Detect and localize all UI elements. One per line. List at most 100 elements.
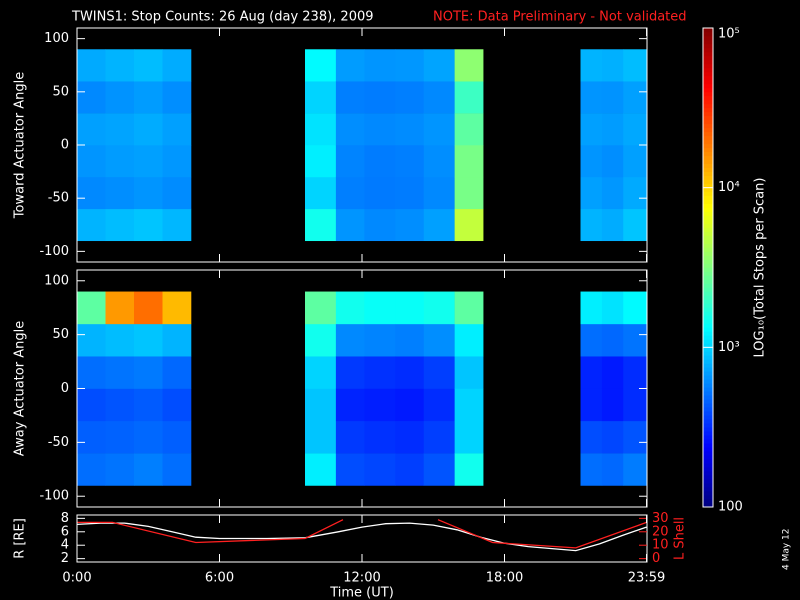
heatmap-cell: [77, 81, 106, 114]
colorbar-swatch: [703, 39, 713, 45]
colorbar-swatch: [703, 223, 713, 228]
colorbar-swatch: [703, 311, 713, 316]
heatmap-cell: [105, 81, 135, 114]
heatmap-cell: [601, 291, 624, 325]
heatmap-cell: [77, 323, 106, 357]
heatmap-cell: [580, 453, 603, 486]
heatmap-cell: [423, 176, 455, 210]
colorbar-swatch: [703, 143, 713, 149]
heatmap-cell: [134, 388, 163, 422]
heatmap-cell: [454, 323, 484, 357]
colorbar-swatch: [703, 343, 713, 348]
heatmap-cell: [162, 356, 192, 389]
note: NOTE: Data Preliminary - Not validated: [433, 10, 687, 25]
heatmap-cell: [580, 388, 603, 422]
heatmap-cell: [601, 356, 624, 389]
colorbar-swatch: [703, 458, 713, 464]
colorbar-swatch: [703, 51, 713, 57]
heatmap-cell: [580, 420, 603, 454]
heatmap-cell: [601, 145, 624, 178]
colorbar-swatch: [703, 438, 713, 444]
colorbar-swatch: [703, 215, 713, 220]
heatmap-cell: [305, 113, 337, 146]
heatmap-cell: [105, 176, 135, 210]
colorbar-swatch: [703, 167, 713, 172]
heatmap-cell: [77, 453, 106, 486]
heatmap-cell: [305, 49, 337, 82]
heatmap-cell: [364, 291, 396, 325]
heatmap-cell: [364, 81, 396, 114]
heatmap-cell: [364, 176, 396, 210]
colorbar-swatch: [703, 207, 713, 212]
y-axis-label: Away Actuator Angle: [13, 321, 28, 456]
colorbar-swatch: [703, 287, 713, 292]
colorbar-swatch: [703, 494, 713, 500]
colorbar-swatch: [703, 227, 713, 232]
heatmap-cell: [395, 420, 425, 454]
heatmap-cell: [423, 453, 455, 486]
y-tick-label: 0: [61, 381, 69, 396]
heatmap-cell: [623, 291, 647, 325]
heatmap-cell: [162, 388, 192, 422]
heatmap-cell: [335, 388, 365, 422]
heatmap-cell: [580, 356, 603, 389]
y-tick-label: 0: [61, 138, 69, 153]
heatmap-cell: [601, 208, 624, 242]
colorbar-swatch: [703, 79, 713, 85]
colorbar-swatch: [703, 319, 713, 324]
heatmap-cell: [134, 356, 163, 389]
heatmap-cell: [454, 388, 484, 422]
heatmap-cell: [305, 176, 337, 210]
colorbar-swatch: [703, 131, 713, 137]
heatmap-cell: [623, 49, 647, 82]
colorbar-swatch: [703, 442, 713, 448]
heatmap-cell: [77, 49, 106, 82]
heatmap-cell: [395, 208, 425, 242]
heatmap-cell: [162, 453, 192, 486]
heatmap-cell: [77, 208, 106, 242]
x-tick-label: 23:59: [628, 571, 665, 586]
heatmap-cell: [305, 388, 337, 422]
colorbar-swatch: [703, 331, 713, 336]
heatmap-cell: [105, 145, 135, 178]
colorbar-swatch: [703, 406, 713, 412]
heatmap-cell: [395, 291, 425, 325]
colorbar-swatch: [703, 183, 713, 188]
y2-tick-label: 20: [652, 524, 669, 539]
y-tick-label: -50: [48, 191, 69, 206]
heatmap-cell: [601, 420, 624, 454]
colorbar-tick-label: 10⁴: [718, 180, 740, 195]
colorbar-label: LOG₁₀(Total Stops per Scan): [753, 178, 768, 358]
colorbar-swatch: [703, 31, 713, 37]
colorbar-swatch: [703, 486, 713, 492]
colorbar-swatch: [703, 43, 713, 49]
heatmap-cell: [77, 145, 106, 178]
heatmap-cell: [623, 81, 647, 114]
heatmap-cell: [364, 323, 396, 357]
colorbar-swatch: [703, 434, 713, 440]
colorbar-swatch: [703, 347, 713, 352]
heatmap-cell: [134, 291, 163, 325]
heatmap-cell: [305, 323, 337, 357]
colorbar-swatch: [703, 27, 713, 33]
colorbar-swatch: [703, 243, 713, 248]
colorbar-swatch: [703, 255, 713, 260]
colorbar-swatch: [703, 366, 713, 372]
heatmap-cell: [335, 323, 365, 357]
heatmap-cell: [580, 208, 603, 242]
x-axis-label: Time (UT): [329, 586, 394, 600]
heatmap-cell: [454, 291, 484, 325]
heatmap-cell: [335, 49, 365, 82]
heatmap-cell: [423, 291, 455, 325]
colorbar-swatch: [703, 307, 713, 312]
date-stamp: 4 May 12: [782, 528, 792, 570]
heatmap-cell: [134, 176, 163, 210]
heatmap-cell: [335, 81, 365, 114]
colorbar-swatch: [703, 67, 713, 73]
colorbar-swatch: [703, 378, 713, 384]
colorbar-swatch: [703, 127, 713, 133]
colorbar-swatch: [703, 291, 713, 296]
colorbar-swatch: [703, 335, 713, 340]
colorbar-swatch: [703, 175, 713, 180]
y2-tick-label: 30: [652, 511, 669, 526]
